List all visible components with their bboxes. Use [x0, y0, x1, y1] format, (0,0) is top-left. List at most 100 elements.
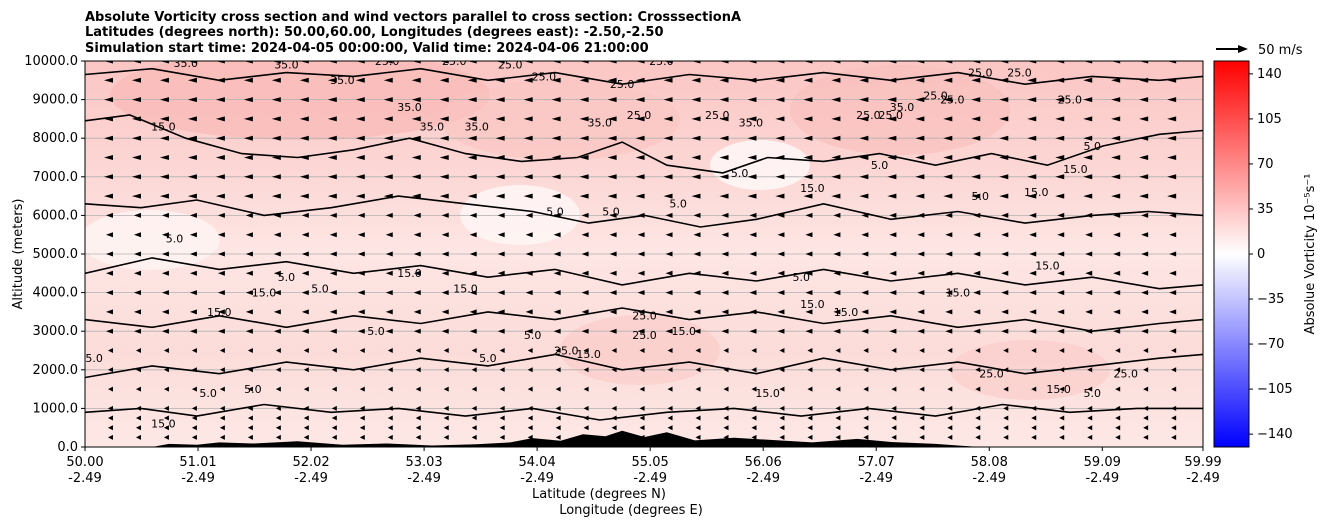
wind-vector — [1055, 77, 1065, 83]
wind-vector — [723, 367, 729, 373]
wind-vector — [667, 415, 673, 421]
colorbar-tick-label: 70 — [1257, 157, 1274, 172]
wind-vector — [859, 155, 869, 160]
wind-vector — [833, 270, 841, 276]
wind-vector — [299, 135, 309, 141]
contour-label: 25.0 — [879, 109, 904, 122]
wind-vector — [355, 116, 365, 122]
contour-label: 15.0 — [397, 267, 422, 280]
wind-vector — [131, 116, 141, 122]
wind-vector — [777, 232, 785, 238]
wind-vector — [1059, 386, 1065, 392]
wind-vector — [975, 348, 981, 353]
wind-vector — [553, 290, 561, 296]
wind-vector — [527, 405, 533, 411]
wind-vector — [1085, 270, 1093, 276]
x-tick-label-lat: 51.01 — [179, 455, 216, 470]
wind-vector — [499, 386, 505, 392]
wind-vector — [779, 434, 785, 440]
wind-vector — [1143, 386, 1149, 392]
wind-vector — [721, 251, 729, 257]
wind-vector — [499, 434, 505, 440]
wind-vector — [1057, 212, 1065, 218]
wind-vector — [525, 270, 533, 276]
wind-vector — [245, 251, 253, 257]
wind-vector — [523, 97, 533, 103]
wind-vector — [1141, 328, 1149, 334]
wind-vector — [667, 405, 673, 411]
wind-vector — [551, 135, 561, 141]
wind-vector — [693, 251, 701, 257]
wind-vector — [803, 116, 813, 122]
wind-vector — [1059, 348, 1065, 353]
wind-vector — [889, 290, 897, 296]
wind-vector — [1057, 309, 1065, 315]
wind-vector — [131, 174, 141, 180]
contour-label: 15.0 — [1063, 163, 1088, 176]
wind-vector — [273, 212, 281, 218]
wind-vector — [833, 309, 841, 315]
wind-vector — [215, 77, 225, 83]
wind-vector — [357, 212, 365, 218]
wind-vector — [271, 116, 281, 122]
wind-vector — [271, 77, 281, 83]
wind-vector — [357, 328, 365, 334]
wind-vector — [413, 232, 421, 238]
wind-vector — [747, 174, 757, 180]
chart-title-line-2: Latitudes (degrees north): 50.00,60.00, … — [85, 25, 664, 40]
wind-vector — [579, 116, 589, 122]
wind-vector — [919, 386, 925, 392]
wind-vector — [523, 193, 533, 199]
wind-vector — [301, 328, 309, 334]
wind-vector — [1111, 116, 1121, 122]
contour-label: 25.0 — [627, 109, 652, 122]
wind-vector — [247, 386, 253, 392]
contour-label: 15.0 — [252, 286, 277, 299]
contour-label: 25.0 — [498, 59, 523, 72]
wind-vector — [1141, 212, 1149, 218]
wind-vector — [1087, 367, 1093, 373]
wind-vector — [135, 367, 141, 373]
contour-label: 15.0 — [946, 286, 971, 299]
wind-vector — [191, 348, 197, 353]
contour-label: 25.0 — [442, 55, 467, 68]
wind-vector — [611, 415, 617, 421]
contour-label: 5.0 — [166, 232, 184, 245]
wind-vector — [131, 135, 141, 141]
contour-line — [85, 114, 1203, 174]
x-tick-label-lon: -2.49 — [633, 471, 667, 486]
wind-vector — [133, 212, 141, 218]
wind-vector — [217, 232, 225, 238]
colorbar-tick-label: 0 — [1257, 247, 1265, 262]
wind-vector — [1001, 212, 1009, 218]
wind-vector — [495, 174, 505, 180]
wind-vector — [1113, 309, 1121, 315]
wind-vector — [191, 425, 197, 431]
wind-vector — [583, 425, 589, 431]
wind-vector — [915, 97, 925, 103]
wind-vector — [551, 77, 561, 83]
wind-vector — [299, 116, 309, 122]
wind-vector — [635, 61, 645, 64]
wind-vector — [383, 97, 393, 103]
wind-vector — [919, 425, 925, 431]
wind-vector — [163, 367, 169, 373]
wind-vector — [835, 415, 841, 421]
wind-vector — [105, 251, 113, 257]
colorbar-label: Absolue Vorticity 10⁻⁵s⁻¹ — [1303, 174, 1318, 335]
wind-vector — [1113, 251, 1121, 257]
wind-vector — [975, 434, 981, 440]
wind-vector — [1087, 425, 1093, 431]
wind-vector — [499, 367, 505, 373]
wind-vector — [919, 415, 925, 421]
wind-vector — [1087, 348, 1093, 353]
wind-vector — [303, 415, 309, 421]
wind-vector — [691, 135, 701, 141]
wind-vector — [387, 386, 393, 392]
wind-vector — [807, 367, 813, 373]
wind-vector — [1171, 415, 1177, 421]
wind-vector — [355, 155, 365, 160]
wind-vector — [609, 328, 617, 334]
wind-vector — [299, 155, 309, 160]
wind-vector — [805, 290, 813, 296]
